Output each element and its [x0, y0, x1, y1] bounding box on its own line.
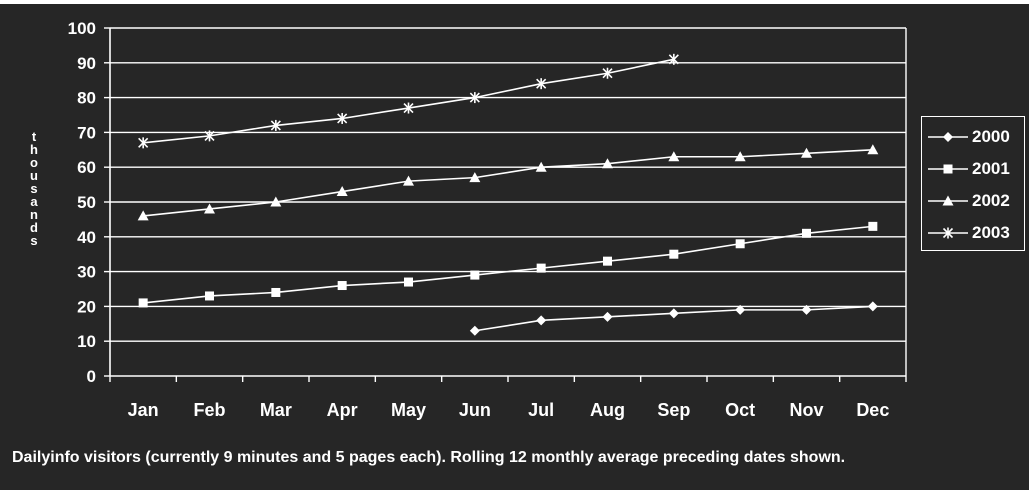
x-tick-label-nov: Nov	[789, 400, 823, 420]
data-point-2003-aug	[602, 67, 613, 79]
legend-marker-2002	[942, 195, 954, 206]
x-tick-label-jan: Jan	[128, 400, 159, 420]
data-point-2002-feb	[204, 203, 215, 214]
y-tick-label-90: 90	[77, 54, 96, 73]
legend-item-2000: 2000	[922, 122, 1026, 152]
legend-swatch-2000	[928, 132, 968, 142]
data-point-2001-nov	[802, 228, 811, 238]
data-point-2002-jul	[535, 161, 547, 172]
data-point-2002-jun	[469, 172, 481, 183]
data-point-2001-jun	[470, 270, 480, 280]
legend-marker-2003	[942, 227, 954, 239]
data-point-2003-feb	[204, 130, 215, 142]
legend-item-2001: 2001	[922, 154, 1026, 184]
data-point-2001-sep	[669, 249, 679, 259]
legend-swatch-2003	[928, 227, 968, 239]
legend-item-2003: 2003	[922, 218, 1026, 248]
y-tick-label-20: 20	[77, 297, 96, 316]
y-tick-label-0: 0	[87, 367, 96, 386]
legend-marker-2001	[943, 164, 953, 174]
data-point-2002-jan	[137, 210, 149, 221]
data-point-2003-may	[403, 102, 414, 114]
series-line-2001	[143, 225, 873, 304]
y-tick-label-60: 60	[77, 158, 96, 177]
data-point-2003-apr	[337, 112, 348, 124]
data-point-2003-jan	[138, 137, 149, 149]
y-tick-label-100: 100	[68, 19, 96, 38]
data-point-2003-jul	[536, 78, 547, 90]
data-point-2002-sep	[668, 151, 680, 162]
data-point-2003-mar	[270, 119, 281, 131]
legend-label-2001: 2001	[972, 159, 1010, 178]
chart-legend: 2000 2001 2002 2003	[921, 116, 1025, 251]
x-tick-label-jun: Jun	[459, 400, 491, 420]
legend-item-2002: 2002	[922, 186, 1026, 216]
data-point-2002-apr	[336, 186, 348, 197]
data-point-2000-sep	[668, 308, 679, 319]
y-tick-label-10: 10	[77, 332, 96, 351]
data-point-2000-jul	[536, 315, 547, 326]
data-point-2002-may	[403, 175, 414, 186]
x-tick-label-mar: Mar	[260, 400, 292, 420]
legend-marker-2000	[943, 132, 953, 142]
data-point-2001-jul	[536, 263, 546, 273]
x-tick-label-feb: Feb	[193, 400, 225, 420]
x-tick-label-jul: Jul	[528, 400, 554, 420]
data-point-2002-nov	[801, 147, 812, 158]
legend-label-2002: 2002	[972, 191, 1010, 210]
x-tick-label-apr: Apr	[327, 400, 358, 420]
data-point-2001-oct	[735, 239, 745, 249]
data-point-2001-apr	[337, 281, 347, 291]
data-point-2001-may	[404, 277, 413, 287]
x-tick-label-oct: Oct	[725, 400, 755, 420]
data-point-2001-mar	[271, 287, 281, 297]
data-point-2001-feb	[205, 291, 214, 301]
x-tick-label-dec: Dec	[856, 400, 889, 420]
series-line-2003	[143, 58, 674, 144]
series-line-2002	[143, 149, 873, 217]
chart-panel	[0, 4, 1029, 490]
y-tick-label-70: 70	[77, 123, 96, 142]
data-point-2000-dec	[867, 301, 878, 312]
chart-caption: Dailyinfo visitors (currently 9 minutes …	[12, 449, 846, 466]
y-axis-label: thousands	[30, 129, 38, 248]
data-point-2000-aug	[602, 311, 613, 322]
legend-swatch-2002	[928, 195, 968, 206]
y-tick-label-50: 50	[77, 193, 96, 212]
y-tick-label-40: 40	[77, 228, 96, 247]
data-point-2002-oct	[734, 151, 746, 162]
data-point-2000-nov	[801, 304, 812, 315]
data-point-2001-aug	[603, 256, 612, 266]
y-tick-label-80: 80	[77, 89, 96, 108]
data-point-2001-jan	[138, 298, 148, 308]
data-point-2002-mar	[270, 196, 282, 207]
legend-swatch-2001	[928, 164, 968, 174]
data-point-2002-dec	[867, 144, 879, 155]
x-tick-label-aug: Aug	[590, 400, 625, 420]
data-point-2003-jun	[469, 92, 480, 104]
legend-label-2003: 2003	[972, 223, 1010, 242]
data-point-2001-dec	[868, 221, 878, 231]
data-point-2002-aug	[602, 158, 613, 169]
legend-label-2000: 2000	[972, 127, 1010, 146]
data-point-2000-jun	[469, 325, 480, 336]
data-point-2000-oct	[735, 304, 746, 315]
data-point-2003-sep	[668, 53, 679, 65]
y-tick-label-30: 30	[77, 263, 96, 282]
x-tick-label-may: May	[391, 400, 426, 420]
x-tick-label-sep: Sep	[657, 400, 690, 420]
